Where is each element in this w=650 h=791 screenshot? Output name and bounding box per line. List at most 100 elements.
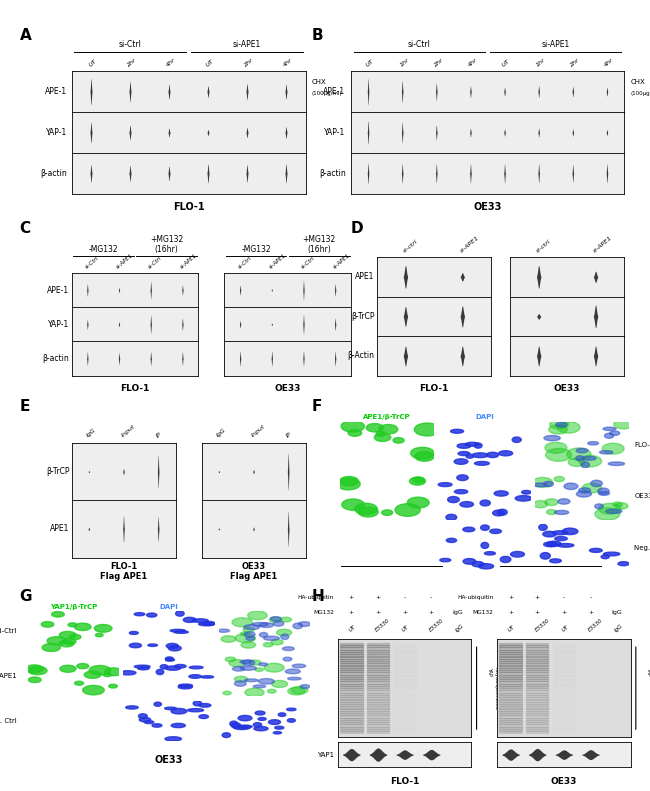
- Circle shape: [549, 425, 567, 434]
- Ellipse shape: [268, 720, 281, 725]
- Circle shape: [59, 631, 76, 639]
- Circle shape: [221, 636, 236, 642]
- Text: CHX: CHX: [630, 79, 645, 85]
- Ellipse shape: [480, 500, 490, 506]
- Text: +: +: [402, 610, 408, 615]
- Circle shape: [281, 617, 291, 622]
- Text: +: +: [348, 610, 354, 615]
- Ellipse shape: [450, 430, 463, 433]
- Ellipse shape: [183, 617, 196, 623]
- Circle shape: [550, 420, 569, 429]
- Ellipse shape: [199, 623, 215, 626]
- Ellipse shape: [564, 483, 578, 490]
- Ellipse shape: [552, 531, 567, 535]
- Ellipse shape: [218, 629, 229, 632]
- Ellipse shape: [175, 664, 186, 668]
- Text: OE33: OE33: [554, 384, 580, 392]
- Circle shape: [413, 477, 424, 483]
- Text: FLO-1: FLO-1: [634, 442, 650, 448]
- Ellipse shape: [138, 667, 150, 670]
- Text: -MG132: -MG132: [88, 245, 118, 254]
- Text: APE-1: APE-1: [324, 87, 346, 97]
- Ellipse shape: [199, 715, 209, 718]
- Circle shape: [25, 665, 44, 672]
- Text: -: -: [404, 596, 406, 600]
- Circle shape: [337, 478, 360, 490]
- Ellipse shape: [618, 562, 629, 566]
- Text: IgG: IgG: [455, 623, 465, 634]
- Circle shape: [376, 432, 385, 436]
- Circle shape: [410, 477, 426, 485]
- Text: YAP-1: YAP-1: [46, 128, 67, 137]
- Text: si-APE1: si-APE1: [592, 235, 614, 254]
- Text: Neg. Ctrl: Neg. Ctrl: [634, 545, 650, 551]
- Text: +: +: [561, 610, 567, 615]
- Ellipse shape: [281, 634, 289, 639]
- Text: E3330: E3330: [428, 618, 445, 634]
- Text: si-Ctrl: si-Ctrl: [148, 256, 163, 271]
- Circle shape: [341, 421, 365, 432]
- Text: β-TrCP: β-TrCP: [351, 312, 374, 321]
- Ellipse shape: [606, 509, 622, 513]
- Circle shape: [47, 637, 66, 645]
- Circle shape: [366, 423, 384, 432]
- Circle shape: [264, 663, 284, 672]
- Circle shape: [554, 476, 564, 482]
- Text: si-APE1: si-APE1: [233, 40, 261, 49]
- Ellipse shape: [599, 451, 613, 454]
- Circle shape: [226, 657, 236, 661]
- Ellipse shape: [447, 539, 457, 543]
- Text: polyubiquitinated
YAP: polyubiquitinated YAP: [647, 667, 650, 710]
- Ellipse shape: [581, 462, 590, 467]
- Circle shape: [255, 668, 263, 672]
- Circle shape: [249, 660, 261, 665]
- Circle shape: [28, 666, 47, 675]
- Text: -MG132: -MG132: [241, 245, 271, 254]
- Ellipse shape: [543, 532, 556, 537]
- Ellipse shape: [293, 623, 302, 629]
- Circle shape: [240, 632, 248, 635]
- Circle shape: [248, 611, 267, 619]
- Circle shape: [595, 508, 620, 520]
- Ellipse shape: [174, 630, 188, 634]
- Ellipse shape: [550, 558, 562, 562]
- Text: H: H: [312, 589, 325, 604]
- Circle shape: [395, 504, 421, 517]
- Text: si-ctrl: si-ctrl: [402, 239, 419, 254]
- Text: E3330: E3330: [588, 618, 604, 634]
- Ellipse shape: [278, 713, 286, 717]
- Text: si-Ctrl: si-Ctrl: [118, 40, 142, 49]
- Text: Polyubiquitinated
YAP: Polyubiquitinated YAP: [488, 667, 498, 710]
- Ellipse shape: [603, 427, 616, 430]
- Ellipse shape: [577, 491, 592, 497]
- Text: OE33: OE33: [155, 755, 183, 766]
- Ellipse shape: [148, 644, 157, 646]
- Ellipse shape: [259, 663, 268, 666]
- Ellipse shape: [499, 451, 513, 456]
- Ellipse shape: [494, 491, 508, 496]
- Text: G: G: [20, 589, 32, 604]
- Ellipse shape: [500, 556, 511, 562]
- Ellipse shape: [178, 685, 192, 689]
- Ellipse shape: [199, 703, 211, 707]
- Ellipse shape: [285, 669, 300, 674]
- Ellipse shape: [125, 706, 138, 709]
- Ellipse shape: [578, 488, 591, 493]
- Text: UT: UT: [365, 59, 374, 68]
- Ellipse shape: [259, 633, 268, 637]
- Ellipse shape: [588, 441, 599, 445]
- Text: YAP1: YAP1: [317, 751, 334, 758]
- Text: 1hr: 1hr: [399, 57, 410, 68]
- Title: Merge: Merge: [569, 414, 594, 420]
- Ellipse shape: [604, 433, 614, 438]
- Ellipse shape: [487, 452, 499, 458]
- Circle shape: [291, 687, 308, 694]
- Circle shape: [578, 456, 602, 467]
- Circle shape: [615, 503, 628, 509]
- Ellipse shape: [454, 459, 468, 464]
- Ellipse shape: [598, 488, 609, 494]
- Circle shape: [263, 642, 273, 647]
- Circle shape: [393, 437, 404, 443]
- Ellipse shape: [254, 723, 262, 727]
- Circle shape: [288, 687, 305, 695]
